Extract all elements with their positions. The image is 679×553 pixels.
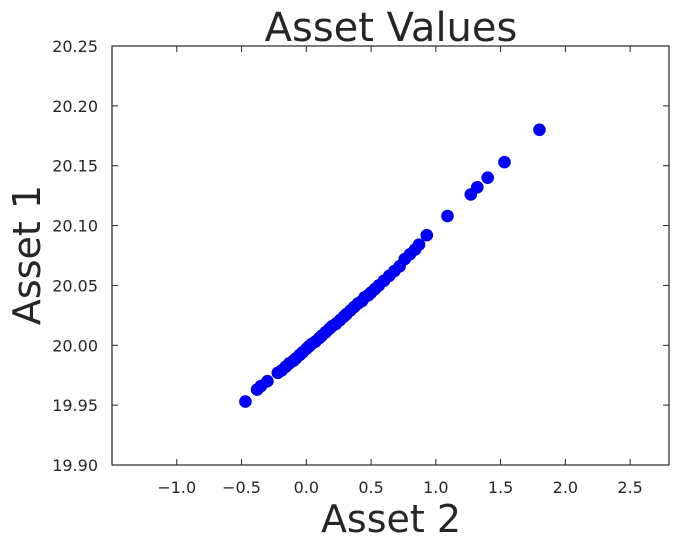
y-tick-label: 19.90 [52,456,98,475]
chart-title: Asset Values [265,5,518,51]
y-tick-label: 20.00 [52,336,98,355]
plot-area [111,45,670,466]
x-tick-label: 1.5 [488,478,513,497]
y-tick-label: 20.25 [52,37,98,56]
y-tick-label: 20.20 [52,97,98,116]
y-tick-label: 19.95 [52,396,98,415]
y-tick-label: 20.15 [52,157,98,176]
y-tick-label: 20.10 [52,217,98,236]
x-tick-label: −0.5 [222,478,261,497]
axis-ticks [112,45,669,466]
data-point [441,209,454,223]
x-tick-labels: −1.0 −0.5 0.0 0.5 1.0 1.5 2.0 2.5 [157,478,643,497]
x-tick-label: 2.0 [553,478,578,497]
data-point [412,238,426,252]
x-tick-label: 0.5 [358,478,383,497]
data-point [533,123,546,137]
x-tick-label: 0.0 [294,478,319,497]
data-point [420,228,434,242]
y-axis-label: Asset 1 [5,185,49,325]
data-points [239,123,546,408]
x-tick-label: −1.0 [157,478,196,497]
y-tick-labels: 19.90 19.95 20.00 20.05 20.10 20.15 20.20 20.25 [52,37,98,475]
data-point [470,180,484,194]
data-point [261,374,274,388]
data-point [481,171,494,184]
x-tick-label: 1.0 [423,478,448,497]
y-tick-label: 20.05 [52,276,98,295]
x-tick-label: 2.5 [617,478,642,497]
x-axis-label: Asset 2 [321,497,461,541]
data-point [498,155,511,169]
data-point [239,395,252,408]
